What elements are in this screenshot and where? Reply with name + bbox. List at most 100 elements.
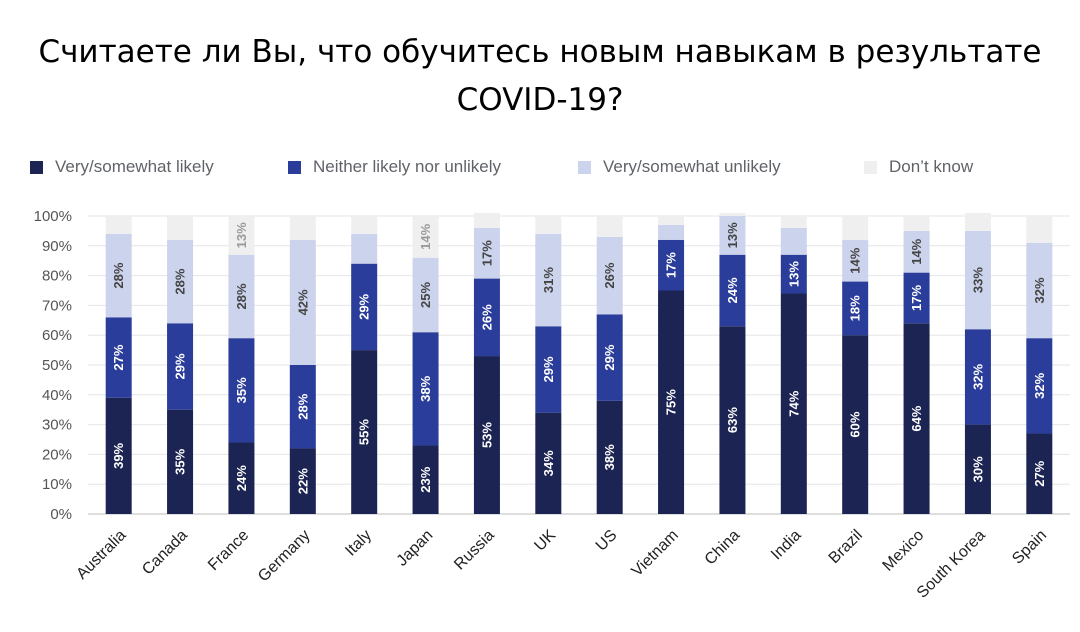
legend-label-neither: Neither likely nor unlikely — [313, 157, 502, 176]
bar-segment — [167, 323, 194, 410]
bar-segment — [903, 216, 930, 231]
bar-segment — [167, 409, 194, 514]
bar-segment — [412, 445, 439, 514]
category-label: India — [768, 527, 805, 564]
bar-segment — [1026, 216, 1053, 243]
data-label: 32% — [970, 363, 985, 389]
bar-segment — [780, 216, 807, 228]
legend-label-dont-know: Don’t know — [889, 157, 974, 176]
data-label: 31% — [541, 267, 556, 293]
bar-segment — [351, 263, 378, 351]
category-label: Vietnam — [629, 527, 682, 580]
bar-segment — [1026, 242, 1053, 339]
data-label: 74% — [786, 390, 801, 416]
bar-segment — [780, 254, 807, 294]
data-label: 13% — [725, 222, 740, 248]
bar-segment — [535, 216, 562, 234]
legend: Very/somewhat likely Neither likely nor … — [30, 154, 1070, 180]
y-tick-label: 0% — [50, 506, 72, 523]
legend-item-dont-know: Don’t know — [864, 154, 973, 180]
category-label: Brazil — [826, 527, 866, 567]
chart-title: Считаете ли Вы, что обучитесь новым навы… — [0, 28, 1080, 124]
category-label: Mexico — [880, 527, 928, 575]
legend-item-likely: Very/somewhat likely — [30, 154, 214, 180]
category-label: China — [702, 527, 744, 569]
bar-segment — [596, 216, 623, 237]
bar-segment — [228, 442, 255, 514]
data-label: 32% — [1032, 277, 1047, 303]
data-label: 34% — [541, 450, 556, 476]
bar-segment — [903, 230, 930, 273]
bar-segment — [351, 233, 378, 264]
bar-segment — [964, 424, 991, 514]
bar-segment — [596, 400, 623, 514]
chart-title-line-1: Считаете ли Вы, что обучитесь новым навы… — [38, 34, 1042, 70]
data-label: 22% — [295, 468, 310, 494]
data-label: 28% — [111, 262, 126, 288]
data-label: 29% — [357, 293, 372, 319]
legend-label-unlikely: Very/somewhat unlikely — [603, 157, 781, 176]
bar-segment — [596, 236, 623, 315]
category-label: Australia — [73, 527, 129, 583]
data-label: 14% — [848, 247, 863, 273]
bar-segment — [719, 213, 746, 216]
bar-segment — [842, 239, 869, 282]
data-label: 14% — [909, 238, 924, 264]
bar-segment — [1026, 338, 1053, 434]
data-label: 42% — [295, 289, 310, 315]
bar-segment — [289, 216, 316, 240]
y-tick-label: 100% — [34, 208, 72, 225]
data-label: 29% — [602, 344, 617, 370]
data-label: 25% — [418, 282, 433, 308]
bar-segment — [535, 233, 562, 327]
data-label: 24% — [725, 277, 740, 303]
data-label: 39% — [111, 442, 126, 468]
data-label: 35% — [173, 448, 188, 474]
legend-swatch-dont-know — [864, 160, 877, 174]
data-label: 26% — [602, 262, 617, 288]
data-label: 30% — [970, 456, 985, 482]
bar-segment — [842, 216, 869, 240]
bar-segment — [351, 216, 378, 234]
bars-group: 39% 27% 28% 35% 29% 28% 24% 35% 28% 13% 22% 28% 42% 5… — [105, 213, 1053, 514]
data-label: 28% — [234, 283, 249, 309]
category-label: Russia — [451, 527, 498, 574]
category-label: Canada — [139, 527, 191, 579]
data-label: 28% — [295, 393, 310, 419]
bar-segment — [105, 216, 132, 234]
bar-segment — [658, 290, 685, 514]
data-label: 33% — [970, 267, 985, 293]
legend-item-neither: Neither likely nor unlikely — [288, 154, 501, 180]
data-label: 17% — [664, 252, 679, 278]
bar-segment — [719, 326, 746, 514]
data-label: 17% — [479, 240, 494, 266]
y-tick-label: 50% — [42, 357, 72, 374]
data-label: 24% — [234, 465, 249, 491]
data-label: 38% — [602, 444, 617, 470]
bar-segment — [842, 281, 869, 336]
bar-segment — [289, 448, 316, 514]
category-label: Japan — [394, 527, 437, 570]
y-tick-label: 60% — [42, 327, 72, 344]
bar-segment — [964, 213, 991, 231]
data-label: 27% — [1032, 460, 1047, 486]
data-label: 17% — [909, 285, 924, 311]
category-label: US — [593, 527, 621, 555]
bar-segment — [473, 278, 500, 357]
bar-segment — [596, 314, 623, 401]
bar-segment — [719, 216, 746, 255]
bar-segment — [903, 323, 930, 514]
bar-segment — [473, 356, 500, 514]
y-tick-label: 20% — [42, 446, 72, 463]
bar-segment — [105, 233, 132, 318]
data-label: 13% — [234, 222, 249, 248]
bar-segment — [228, 216, 255, 255]
data-label: 53% — [479, 422, 494, 448]
category-label: France — [205, 527, 252, 574]
y-tick-label: 90% — [42, 238, 72, 255]
legend-swatch-unlikely — [578, 160, 591, 174]
y-tick-label: 70% — [42, 297, 72, 314]
data-label: 63% — [725, 407, 740, 433]
legend-label-likely: Very/somewhat likely — [55, 157, 214, 176]
bar-segment — [412, 216, 439, 258]
